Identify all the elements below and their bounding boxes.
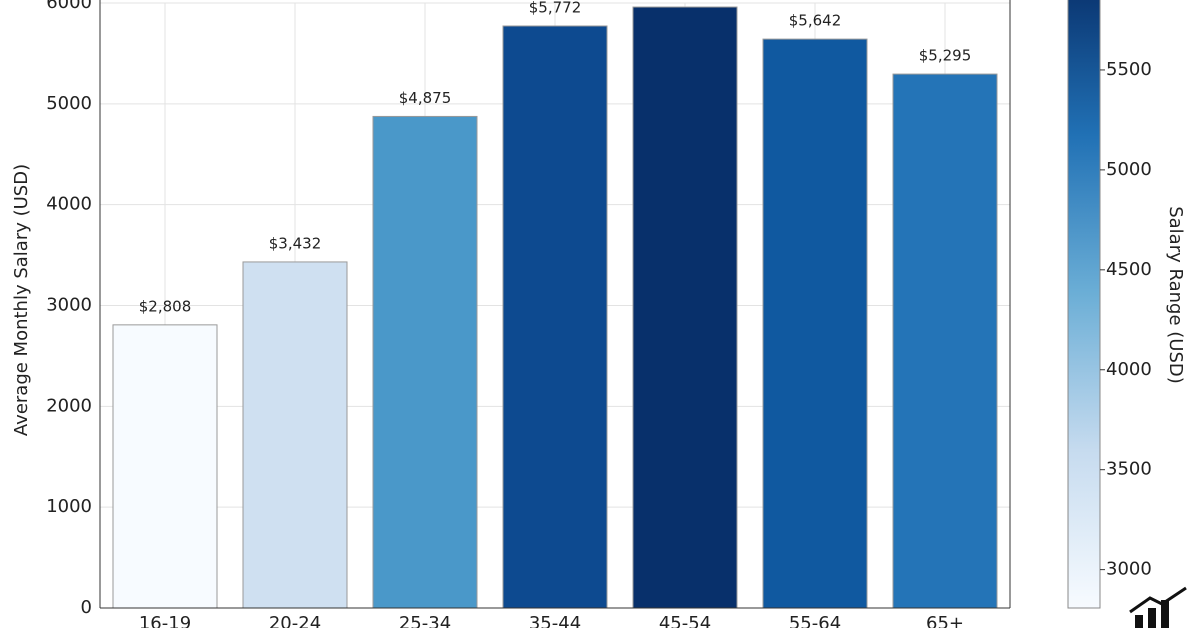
y-tick-label: 5000 <box>46 93 92 114</box>
colorbar <box>1067 0 1101 609</box>
value-label: $3,432 <box>269 234 322 252</box>
value-label: $5,642 <box>789 12 842 30</box>
colorbar-tick-label: 3000 <box>1106 559 1152 580</box>
x-tick-label: 20-24 <box>269 613 321 628</box>
value-label: $5,295 <box>919 47 972 65</box>
y-tick-label: 0 <box>81 597 92 618</box>
colorbar-title: Salary Range (USD) <box>1165 206 1186 384</box>
y-tick-label: 2000 <box>46 395 92 416</box>
x-tick-label: 35-44 <box>529 613 581 628</box>
x-tick-label: 65+ <box>926 613 964 628</box>
bar <box>762 38 868 609</box>
colorbar-tick-label: 5500 <box>1106 59 1152 80</box>
y-tick-label: 1000 <box>46 496 92 517</box>
y-tick-label: 4000 <box>46 194 92 215</box>
colorbar-tick-label: 4500 <box>1106 259 1152 280</box>
bar <box>632 6 738 609</box>
value-label: $5,772 <box>529 0 582 16</box>
x-tick-label: 55-64 <box>789 613 841 628</box>
x-tick-label: 16-19 <box>139 613 191 628</box>
x-tick-label: 25-34 <box>399 613 451 628</box>
value-label: $4,875 <box>399 89 452 107</box>
y-tick-label: 6000 <box>46 0 92 13</box>
x-tick-label: 45-54 <box>659 613 711 628</box>
colorbar-tick-label: 5000 <box>1106 159 1152 180</box>
value-label: $2,808 <box>139 297 192 315</box>
bar <box>112 324 218 609</box>
bar <box>502 25 608 609</box>
colorbar-tick-label: 3500 <box>1106 459 1152 480</box>
logo <box>1129 586 1187 628</box>
colorbar-tick-label: 4000 <box>1106 359 1152 380</box>
y-tick-label: 3000 <box>46 295 92 316</box>
y-axis-title: Average Monthly Salary (USD) <box>11 164 32 436</box>
bar <box>242 261 348 609</box>
bar <box>892 73 998 609</box>
bar <box>372 115 478 609</box>
